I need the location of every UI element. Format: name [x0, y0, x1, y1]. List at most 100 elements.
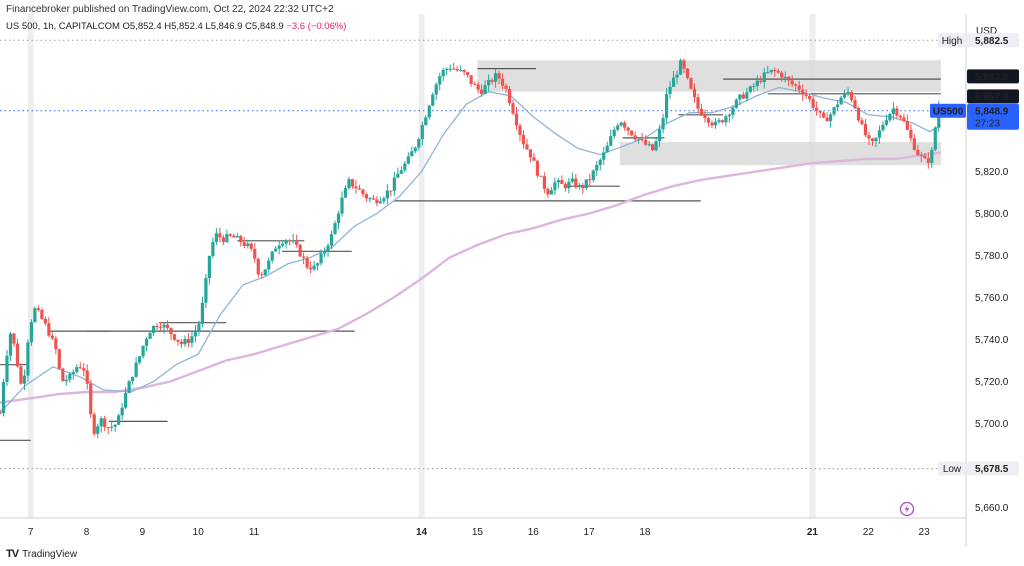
candle-body: [364, 194, 369, 199]
candle-body: [581, 185, 585, 189]
candle-body: [176, 339, 180, 342]
candle-body: [748, 86, 752, 93]
candle-body: [155, 325, 159, 328]
candle-body: [459, 70, 463, 72]
candle-body: [54, 338, 58, 350]
candle-body: [103, 418, 107, 428]
price-label-2-bg: [967, 89, 1019, 104]
week-separator: [809, 14, 816, 518]
candle-body: [706, 118, 711, 123]
candle-body: [476, 84, 480, 90]
candle-body: [633, 135, 637, 140]
candle-body: [640, 139, 644, 141]
candle-body: [50, 335, 54, 339]
time-tick-label: 7: [28, 527, 34, 538]
week-separators: [27, 14, 816, 518]
candle-body: [410, 151, 414, 157]
candle-body: [521, 135, 526, 145]
candle-body: [556, 180, 560, 183]
candle-body: [270, 251, 274, 261]
candle-body: [308, 267, 313, 270]
candle-body: [884, 120, 889, 125]
candle-body: [675, 74, 679, 78]
candle-body: [856, 108, 861, 121]
candle-body: [385, 190, 389, 199]
candle-body: [179, 341, 184, 345]
candle-body: [61, 368, 65, 382]
time-axis-ticks[interactable]: 7 8 9 10 11 14 15 16 17 18 21 22 23: [28, 527, 930, 538]
candle-body: [302, 256, 306, 258]
candle-body: [745, 92, 749, 99]
candle-body: [371, 198, 376, 200]
candle-body: [36, 308, 40, 310]
candle-body: [190, 336, 194, 343]
candle-body: [375, 199, 379, 204]
candle-body: [368, 198, 372, 200]
candle-body: [699, 108, 704, 115]
candle-body: [267, 260, 271, 270]
candle-body: [253, 248, 257, 259]
candle-body: [738, 94, 742, 100]
candle-body: [811, 99, 815, 108]
candle-body: [626, 127, 630, 131]
candle-body: [794, 84, 798, 86]
low-price-bg: [967, 461, 1019, 476]
candle-body: [563, 183, 567, 189]
ohlc-values: O5,852.4 H5,852.4 L5,846.9 C5,848.9: [122, 21, 284, 32]
candle-body: [452, 68, 456, 70]
candle-body: [249, 243, 253, 249]
candle-body: [19, 366, 23, 384]
candle-body: [539, 175, 543, 177]
candle-body: [602, 152, 606, 160]
candle-body: [462, 70, 466, 73]
price-change: −3.6 (−0.06%): [286, 21, 347, 32]
candle-body: [657, 129, 662, 142]
candle-body: [277, 245, 281, 249]
candle-body: [137, 356, 142, 363]
candle-body: [490, 79, 494, 82]
candle-body: [232, 235, 236, 238]
price-tick-label: 5,660.0: [975, 503, 1009, 514]
candle-body: [769, 69, 773, 73]
candle-body: [473, 83, 477, 85]
candle-body: [546, 188, 550, 195]
candle-body: [235, 236, 239, 238]
time-tick-label: 17: [584, 527, 596, 538]
candle-body: [469, 75, 473, 84]
candle-body: [500, 78, 505, 86]
candle-body: [144, 338, 149, 346]
candle-body: [682, 60, 686, 69]
candle-body: [598, 159, 602, 165]
candle-body: [497, 73, 501, 79]
symbol-badge-label: US500: [933, 106, 964, 117]
tradingview-brand[interactable]: TV TradingView: [6, 548, 77, 560]
bolt-icon[interactable]: [899, 501, 915, 517]
candle-body: [438, 76, 442, 85]
candle-body: [832, 107, 836, 115]
candle-body: [281, 243, 285, 246]
candle-body: [117, 415, 121, 425]
candle-body: [664, 94, 669, 118]
candle-body: [905, 121, 909, 130]
candle-body: [357, 188, 362, 190]
candle-body: [926, 158, 930, 163]
candle-body: [186, 338, 191, 343]
candle-body: [863, 124, 868, 136]
candle-body: [654, 141, 658, 151]
low-price-value: 5,678.5: [975, 464, 1009, 475]
candle-body: [480, 89, 484, 94]
candle-body: [71, 372, 75, 374]
candle-body: [720, 120, 725, 123]
candle-body: [577, 185, 581, 188]
candle-body: [570, 178, 574, 182]
candle-body: [120, 407, 124, 416]
candle-body: [413, 147, 417, 152]
symbol-name: US 500, 1h, CAPITALCOM: [6, 21, 120, 32]
candle-body: [305, 257, 309, 268]
candle-body: [588, 179, 592, 181]
candle-body: [787, 76, 791, 81]
candle-body: [256, 258, 260, 275]
high-price-bg: [967, 33, 1019, 48]
candle-body: [431, 94, 435, 106]
